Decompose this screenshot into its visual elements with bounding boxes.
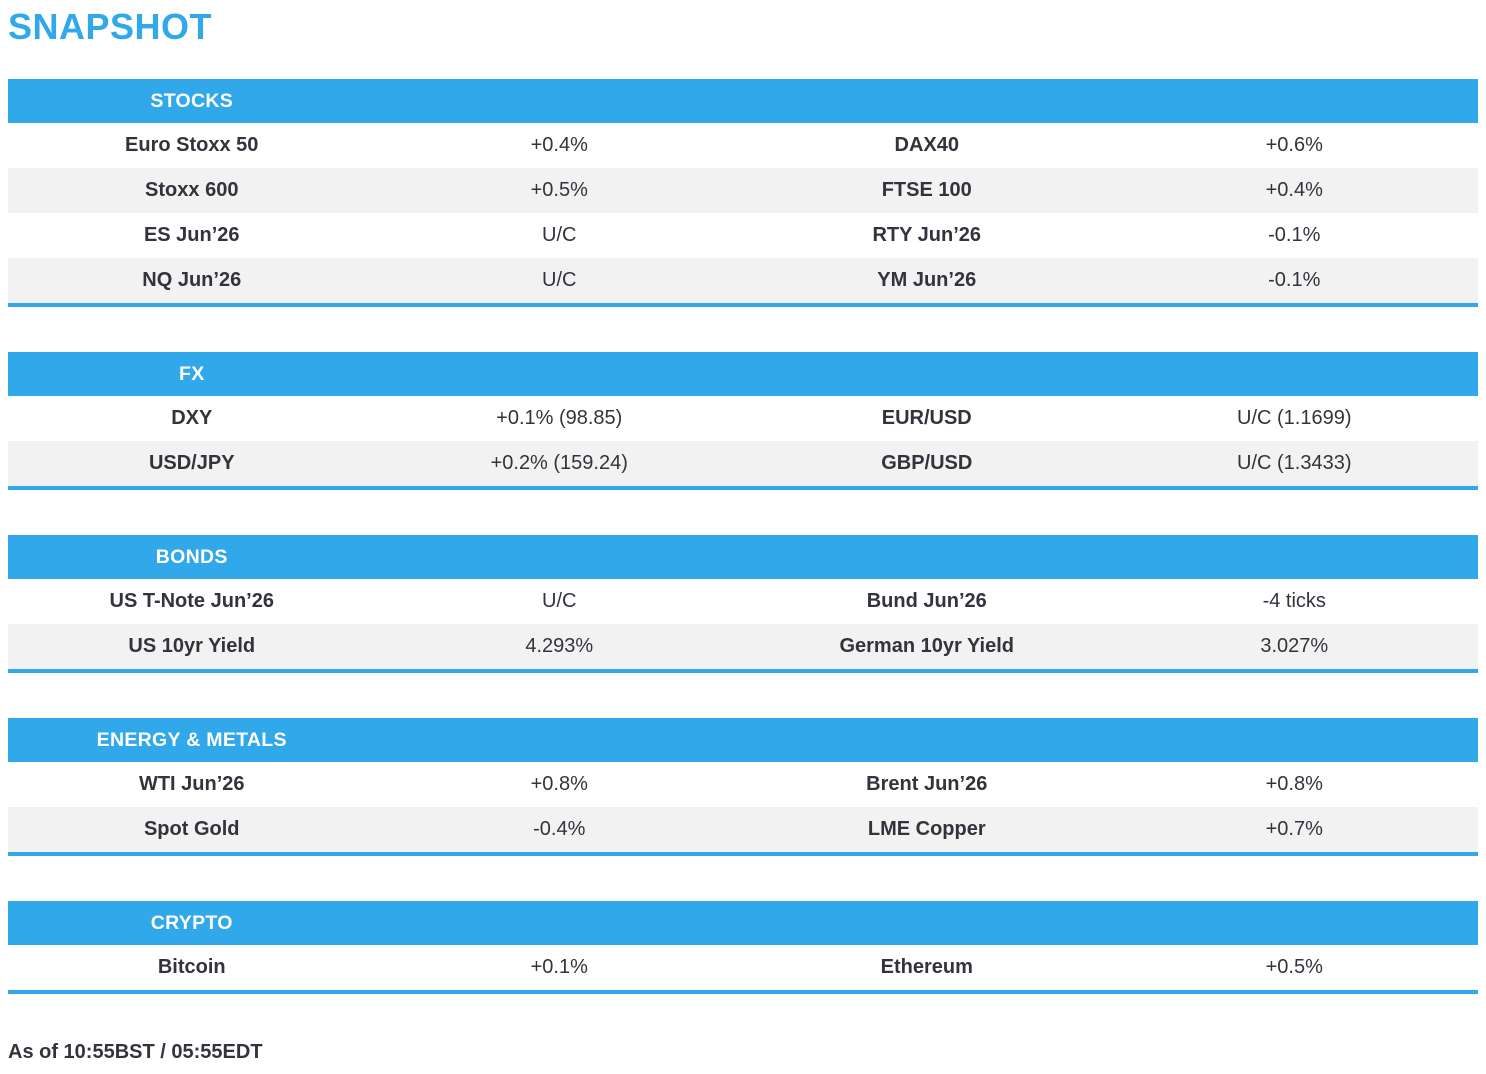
instrument-value: -0.1% bbox=[1268, 269, 1321, 291]
instrument-value: U/C (1.1699) bbox=[1237, 407, 1352, 429]
table-row: DXY +0.1% (98.85) EUR/USD U/C (1.1699) bbox=[8, 396, 1478, 441]
instrument-label: US 10yr Yield bbox=[128, 635, 256, 657]
instrument-label: ES Jun’26 bbox=[143, 224, 240, 246]
instrument-label: Ethereum bbox=[880, 956, 973, 978]
energy-metals-header-bar: ENERGY & METALS bbox=[8, 718, 1478, 762]
instrument-value: +0.1% bbox=[530, 956, 588, 978]
energy-metals-header-label: ENERGY & METALS bbox=[96, 729, 287, 751]
instrument-label: USD/JPY bbox=[148, 452, 235, 474]
instrument-value: U/C bbox=[542, 269, 577, 291]
fx-header-label: FX bbox=[178, 363, 205, 385]
bonds-header-bar: BONDS bbox=[8, 535, 1478, 579]
instrument-value: +0.4% bbox=[530, 134, 588, 156]
crypto-table: CRYPTO Bitcoin +0.1% Ethereum +0.5% bbox=[8, 901, 1478, 994]
page-title: SNAPSHOT bbox=[8, 6, 213, 47]
instrument-label: US T-Note Jun’26 bbox=[109, 590, 274, 612]
stocks-header-bar: STOCKS bbox=[8, 79, 1478, 123]
instrument-value: +0.5% bbox=[1265, 956, 1323, 978]
instrument-label: Spot Gold bbox=[143, 818, 240, 840]
instrument-label: German 10yr Yield bbox=[839, 635, 1015, 657]
instrument-label: Bitcoin bbox=[157, 956, 226, 978]
instrument-label: DAX40 bbox=[894, 134, 959, 156]
market-tables-container: STOCKS Euro Stoxx 50 +0.4% DAX40 +0.6% Stoxx … bbox=[8, 79, 1478, 994]
fx-header-bar: FX bbox=[8, 352, 1478, 396]
stocks-table: STOCKS Euro Stoxx 50 +0.4% DAX40 +0.6% Stoxx … bbox=[8, 79, 1478, 307]
table-row: Spot Gold -0.4% LME Copper +0.7% bbox=[8, 807, 1478, 852]
instrument-label: FTSE 100 bbox=[881, 179, 972, 201]
instrument-label: Euro Stoxx 50 bbox=[125, 134, 259, 156]
crypto-header-bar: CRYPTO bbox=[8, 901, 1478, 945]
instrument-value: +0.7% bbox=[1265, 818, 1323, 840]
instrument-value: -0.4% bbox=[533, 818, 586, 840]
instrument-value: +0.2% (159.24) bbox=[490, 452, 628, 474]
instrument-value: +0.5% bbox=[530, 179, 588, 201]
bonds-header-label: BONDS bbox=[155, 546, 228, 568]
instrument-label: LME Copper bbox=[867, 818, 986, 840]
table-row: Bitcoin +0.1% Ethereum +0.5% bbox=[8, 945, 1478, 990]
fx-table: FX DXY +0.1% (98.85) EUR/USD U/C (1.1699) USD… bbox=[8, 352, 1478, 490]
instrument-value: +0.8% bbox=[1265, 773, 1323, 795]
instrument-label: Bund Jun’26 bbox=[866, 590, 987, 612]
energy-metals-table: ENERGY & METALS WTI Jun’26 +0.8% Brent Jun’… bbox=[8, 718, 1478, 856]
instrument-value: 3.027% bbox=[1260, 635, 1329, 657]
instrument-label: Brent Jun’26 bbox=[866, 773, 988, 795]
table-row: US 10yr Yield 4.293% German 10yr Yield 3.02… bbox=[8, 624, 1478, 669]
table-row: USD/JPY +0.2% (159.24) GBP/USD U/C (1.3433) bbox=[8, 441, 1478, 486]
instrument-value: +0.1% (98.85) bbox=[496, 407, 623, 429]
table-row: US T-Note Jun’26 U/C Bund Jun’26 -4 ticks bbox=[8, 579, 1478, 624]
table-row: ES Jun’26 U/C RTY Jun’26 -0.1% bbox=[8, 213, 1478, 258]
instrument-label: RTY Jun’26 bbox=[872, 224, 982, 246]
instrument-value: +0.6% bbox=[1265, 134, 1323, 156]
instrument-label: DXY bbox=[171, 407, 213, 429]
instrument-value: +0.8% bbox=[530, 773, 588, 795]
instrument-value: U/C (1.3433) bbox=[1237, 452, 1352, 474]
instrument-value: U/C bbox=[542, 590, 577, 612]
instrument-value: U/C bbox=[542, 224, 577, 246]
instrument-label: Stoxx 600 bbox=[145, 179, 239, 201]
table-row: Euro Stoxx 50 +0.4% DAX40 +0.6% bbox=[8, 123, 1478, 168]
instrument-label: YM Jun’26 bbox=[877, 269, 977, 291]
instrument-value: +0.4% bbox=[1265, 179, 1323, 201]
timestamp-note: As of 10:55BST / 05:55EDT bbox=[8, 1041, 263, 1063]
instrument-value: -4 ticks bbox=[1262, 590, 1326, 612]
table-row: Stoxx 600 +0.5% FTSE 100 +0.4% bbox=[8, 168, 1478, 213]
table-row: WTI Jun’26 +0.8% Brent Jun’26 +0.8% bbox=[8, 762, 1478, 807]
crypto-header-label: CRYPTO bbox=[150, 912, 233, 934]
instrument-value: -0.1% bbox=[1268, 224, 1321, 246]
instrument-label: GBP/USD bbox=[881, 452, 973, 474]
stocks-header-label: STOCKS bbox=[150, 90, 234, 112]
instrument-value: 4.293% bbox=[525, 635, 594, 657]
bonds-table: BONDS US T-Note Jun’26 U/C Bund Jun’26 -4 ti… bbox=[8, 535, 1478, 673]
table-row: NQ Jun’26 U/C YM Jun’26 -0.1% bbox=[8, 258, 1478, 303]
instrument-label: EUR/USD bbox=[881, 407, 972, 429]
instrument-label: NQ Jun’26 bbox=[142, 269, 242, 291]
instrument-label: WTI Jun’26 bbox=[138, 773, 245, 795]
